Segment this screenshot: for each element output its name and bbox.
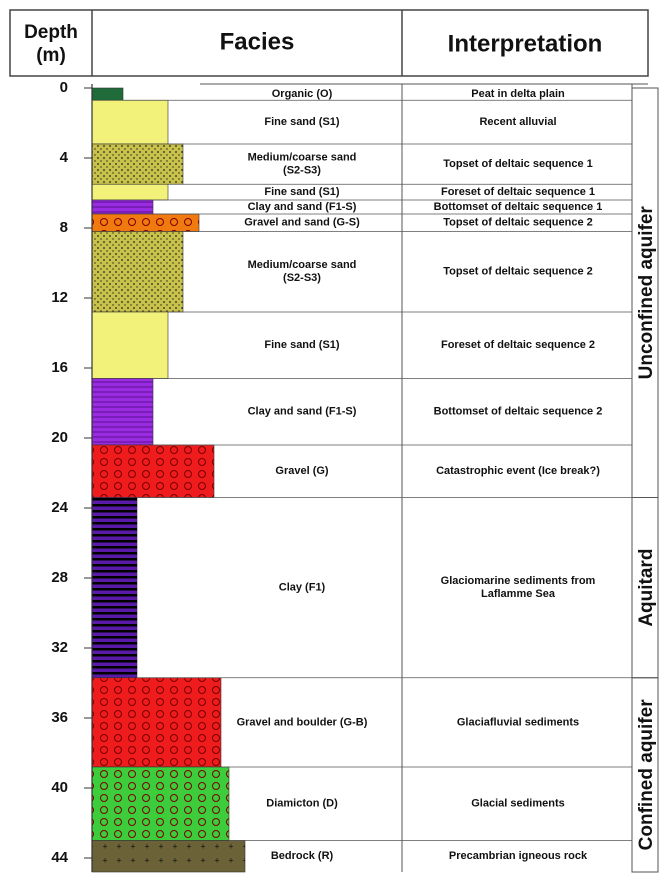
interpretation-title: Interpretation — [448, 30, 603, 57]
interpretation-label: Glacial sediments — [471, 798, 565, 810]
depth-tick-label: 40 — [51, 779, 68, 796]
unit-label: Unconfined aquifer — [636, 206, 657, 380]
interpretation-label: Topset of deltaic sequence 2 — [443, 266, 593, 278]
layer-pattern — [92, 144, 183, 184]
depth-tick-label: 32 — [51, 639, 68, 656]
facies-label: Medium/coarse sand — [248, 152, 357, 164]
facies-label: Fine sand (S1) — [264, 116, 340, 128]
facies-title: Facies — [220, 28, 295, 55]
depth-tick-label: 8 — [60, 219, 68, 236]
layer-pattern — [92, 678, 221, 767]
interpretation-label: Peat in delta plain — [471, 88, 565, 100]
facies-label: Gravel (G) — [275, 465, 329, 477]
facies-label: (S2-S3) — [283, 165, 321, 177]
depth-tick-label: 24 — [51, 499, 68, 516]
depth-tick-label: 20 — [51, 429, 68, 446]
layer-pattern — [92, 379, 153, 446]
facies-label: Clay and sand (F1-S) — [248, 201, 357, 213]
page: {"header": {"depth_title": "Depth", "dep… — [0, 0, 663, 873]
unit-label: Aquitard — [636, 549, 657, 627]
interpretation-label: Bottomset of deltaic sequence 2 — [434, 406, 603, 418]
facies-label: Gravel and sand (G-S) — [244, 217, 360, 229]
interpretation-label: Topset of deltaic sequence 1 — [443, 158, 593, 170]
facies-label: Clay and sand (F1-S) — [248, 406, 357, 418]
facies-label: Clay (F1) — [279, 582, 326, 594]
facies-label: Organic (O) — [272, 88, 333, 100]
facies-label: Fine sand (S1) — [264, 186, 340, 198]
facies-label: Gravel and boulder (G-B) — [237, 716, 368, 728]
facies-label: Medium/coarse sand — [248, 259, 357, 271]
facies-label: Diamicton (D) — [266, 798, 338, 810]
depth-title: Depth — [24, 22, 78, 43]
layer-block — [92, 312, 168, 379]
layer-block — [92, 184, 168, 200]
layer-pattern — [92, 232, 183, 313]
depth-tick-label: 12 — [51, 289, 68, 306]
interpretation-label: Topset of deltaic sequence 2 — [443, 217, 593, 229]
interpretation-label: Catastrophic event (Ice break?) — [436, 465, 600, 477]
depth-tick-label: 16 — [51, 359, 68, 376]
depth-tick-label: 28 — [51, 569, 68, 586]
depth-tick-label: 0 — [60, 79, 68, 96]
facies-label: Bedrock (R) — [271, 850, 334, 862]
facies-label: Fine sand (S1) — [264, 339, 340, 351]
interpretation-label: Foreset of deltaic sequence 1 — [441, 186, 595, 198]
depth-tick-label: 44 — [51, 849, 68, 866]
interpretation-label: Recent alluvial — [479, 116, 556, 128]
depth-unit: (m) — [36, 45, 66, 66]
layer-pattern — [92, 214, 199, 232]
interpretation-label: Foreset of deltaic sequence 2 — [441, 339, 595, 351]
interpretation-label: Precambrian igneous rock — [449, 850, 588, 862]
facies-label: (S2-S3) — [283, 272, 321, 284]
layer-pattern — [92, 200, 153, 214]
layer-block — [92, 88, 123, 100]
depth-tick-label: 36 — [51, 709, 68, 726]
layer-pattern — [92, 445, 214, 498]
layer-pattern — [92, 767, 229, 841]
interpretation-label: Laflamme Sea — [481, 588, 556, 600]
interpretation-label: Bottomset of deltaic sequence 1 — [434, 201, 603, 213]
unit-label: Confined aquifer — [636, 699, 657, 851]
layer-pattern — [92, 841, 245, 873]
interpretation-label: Glaciomarine sediments from — [441, 575, 596, 587]
interpretation-label: Glaciafluvial sediments — [457, 716, 579, 728]
layer-pattern — [92, 498, 137, 678]
layer-block — [92, 100, 168, 144]
stratigraphic-log: + Depth (m) Facies Interpretation Organi… — [0, 0, 663, 873]
depth-tick-label: 4 — [60, 149, 69, 166]
